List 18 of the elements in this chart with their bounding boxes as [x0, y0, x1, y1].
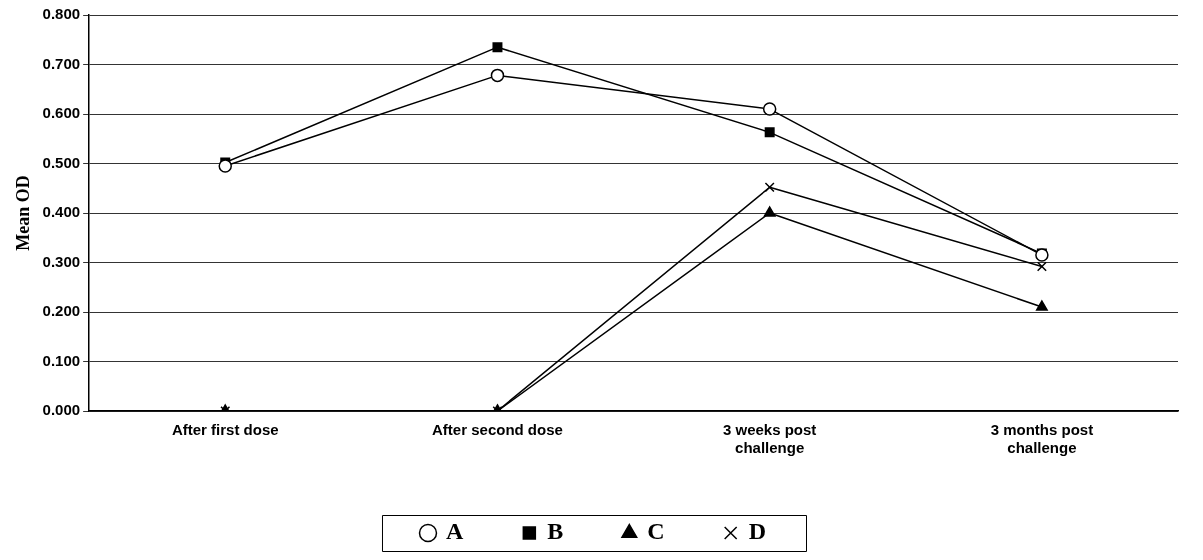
y-tick-label: 0.500 — [42, 153, 81, 171]
legend-label: B — [547, 518, 564, 545]
y-tick-label: 0.200 — [42, 302, 81, 320]
x-tick-label: After first dose — [171, 421, 279, 439]
y-tick-label: 0.700 — [42, 54, 81, 72]
x-tick-label: 3 months post challenge — [990, 421, 1094, 457]
legend-label: A — [446, 518, 464, 545]
y-tick-label: 0.600 — [42, 104, 81, 122]
y-tick-label: 0.400 — [42, 203, 81, 221]
legend-label: D — [748, 518, 767, 545]
legend-label: C — [647, 518, 665, 545]
y-tick-label: 0.100 — [42, 351, 81, 369]
y-axis-title: Mean OD — [13, 175, 34, 251]
y-tick-label: 0.000 — [42, 401, 81, 419]
x-tick-label: 3 weeks post challenge — [722, 421, 817, 457]
y-tick-label: 0.800 — [42, 5, 81, 23]
y-tick-label: 0.300 — [42, 252, 81, 270]
x-tick-label: After second dose — [432, 421, 563, 439]
